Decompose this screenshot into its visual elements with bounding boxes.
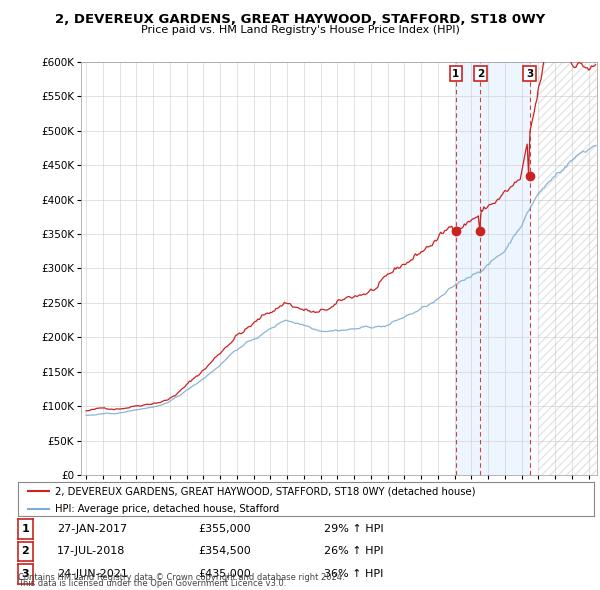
Bar — [538, 62, 597, 475]
Text: 2, DEVEREUX GARDENS, GREAT HAYWOOD, STAFFORD, ST18 0WY (detached house): 2, DEVEREUX GARDENS, GREAT HAYWOOD, STAF… — [55, 486, 476, 496]
Text: HPI: Average price, detached house, Stafford: HPI: Average price, detached house, Staf… — [55, 504, 280, 514]
Text: 3: 3 — [526, 69, 533, 79]
Text: 17-JUL-2018: 17-JUL-2018 — [57, 546, 125, 556]
Text: 24-JUN-2021: 24-JUN-2021 — [57, 569, 128, 579]
Bar — [538, 62, 597, 475]
Text: 26% ↑ HPI: 26% ↑ HPI — [324, 546, 383, 556]
Text: 1: 1 — [22, 524, 29, 534]
Bar — [456, 62, 530, 475]
Text: 27-JAN-2017: 27-JAN-2017 — [57, 524, 127, 534]
Text: 2: 2 — [477, 69, 484, 79]
Text: Price paid vs. HM Land Registry's House Price Index (HPI): Price paid vs. HM Land Registry's House … — [140, 25, 460, 35]
Text: £435,000: £435,000 — [198, 569, 251, 579]
Text: This data is licensed under the Open Government Licence v3.0.: This data is licensed under the Open Gov… — [18, 579, 286, 588]
Text: 2: 2 — [22, 546, 29, 556]
Text: 2, DEVEREUX GARDENS, GREAT HAYWOOD, STAFFORD, ST18 0WY: 2, DEVEREUX GARDENS, GREAT HAYWOOD, STAF… — [55, 13, 545, 26]
Text: 1: 1 — [452, 69, 460, 79]
Text: Contains HM Land Registry data © Crown copyright and database right 2024.: Contains HM Land Registry data © Crown c… — [18, 573, 344, 582]
Text: 36% ↑ HPI: 36% ↑ HPI — [324, 569, 383, 579]
Text: 29% ↑ HPI: 29% ↑ HPI — [324, 524, 383, 534]
Text: 3: 3 — [22, 569, 29, 579]
Text: £355,000: £355,000 — [198, 524, 251, 534]
Text: £354,500: £354,500 — [198, 546, 251, 556]
